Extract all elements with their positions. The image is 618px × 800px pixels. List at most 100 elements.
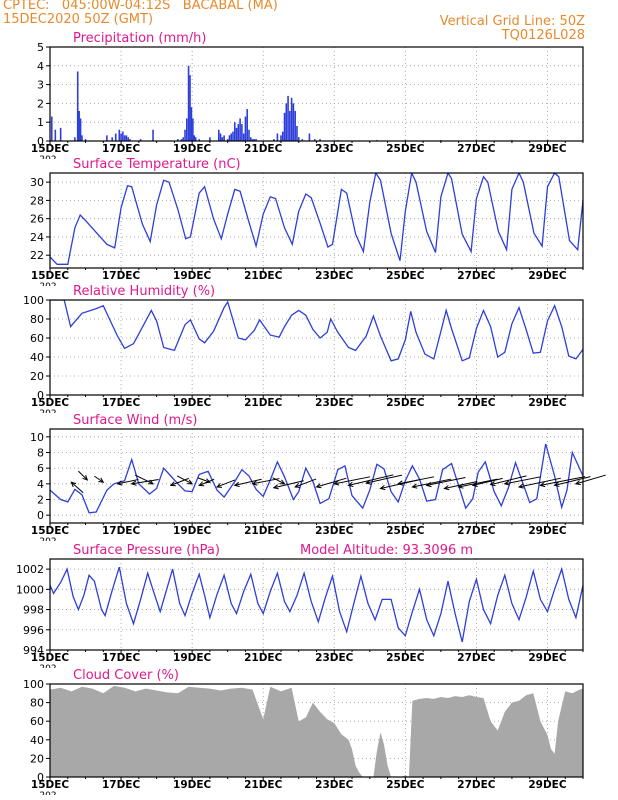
- precip-bar: [76, 71, 79, 141]
- precip-bar: [114, 133, 117, 141]
- wind-arrow-head: [187, 479, 194, 485]
- precip-xtick-label: 15DEC: [31, 143, 70, 155]
- temp-xtick-label: 21DEC: [244, 270, 283, 282]
- precip-bar: [50, 116, 53, 141]
- precip-bar: [106, 135, 108, 141]
- wind-arrow: [216, 479, 236, 488]
- cloud-xtick-label: 27DEC: [457, 779, 496, 791]
- temp-xtick-label: 15DEC: [31, 270, 70, 282]
- wind-arrow-head: [503, 480, 510, 486]
- wind-arrow-head: [233, 481, 240, 488]
- precip-bar: [182, 137, 185, 141]
- precip-bar: [230, 133, 233, 141]
- wind-arrow-head: [411, 483, 418, 489]
- wind-arrow: [316, 477, 347, 488]
- precip-bar: [287, 95, 289, 141]
- precip-bar: [111, 137, 113, 141]
- rh-ytick-label: 80: [30, 313, 44, 326]
- temp-title: Surface Temperature (nC): [73, 157, 241, 172]
- precip-bar: [217, 129, 220, 141]
- precip-bar: [308, 133, 311, 141]
- precip-bar: [242, 133, 245, 141]
- rh-ytick-label: 0: [37, 389, 44, 402]
- wind-year-label: 202: [39, 537, 56, 547]
- wind-line: [50, 443, 583, 514]
- precip-bar: [249, 137, 252, 141]
- pres-line: [50, 566, 583, 643]
- cloud-ytick-label: 20: [30, 752, 44, 765]
- wind-arrow-head: [82, 475, 89, 481]
- wind-arrow: [398, 476, 435, 485]
- precip-bar: [59, 127, 62, 141]
- wind-arrow-head: [347, 481, 354, 487]
- wind-arrow: [518, 477, 561, 488]
- precip-bar: [235, 127, 238, 141]
- header-grid-note: Vertical Grid Line: 50Z: [439, 14, 585, 29]
- pres-xtick-label: 23DEC: [315, 652, 354, 664]
- wind-ytick-label: 10: [30, 431, 44, 444]
- precip-bar: [283, 112, 286, 141]
- cloud-ytick-label: 80: [30, 697, 44, 710]
- temp-xtick-label: 25DEC: [386, 270, 425, 282]
- header-model-id: TQ0126L028: [501, 28, 585, 43]
- wind-arrow-head: [379, 485, 386, 491]
- precip-year-label: 202: [39, 155, 56, 165]
- precip-bar: [273, 139, 275, 141]
- wind-frame: [49, 428, 584, 524]
- wind-arrow-head: [365, 479, 372, 485]
- precip-bar: [313, 139, 316, 141]
- pres-year-label: 202: [39, 664, 56, 674]
- precip-bar: [297, 137, 300, 141]
- precip-bar: [251, 139, 254, 141]
- rh-ytick-label: 60: [30, 332, 44, 345]
- precip-bar: [122, 131, 124, 141]
- wind-arrow-head: [294, 482, 301, 488]
- wind-arrow-head: [251, 480, 258, 486]
- wind-arrow-head: [333, 480, 340, 486]
- wind-arrow: [94, 475, 104, 483]
- precip-bar: [219, 133, 222, 141]
- precip-bar: [289, 110, 291, 141]
- precip-bar: [296, 125, 298, 141]
- precip-bar: [232, 131, 234, 141]
- temp-ytick-label: 28: [30, 194, 44, 207]
- pres-xtick-label: 17DEC: [102, 652, 141, 664]
- precip-bar: [152, 129, 154, 141]
- wind-arrow: [426, 477, 466, 486]
- wind-arrow: [575, 474, 606, 485]
- precip-bar: [192, 118, 194, 141]
- precip-bar: [301, 139, 304, 141]
- wind-arrow-head: [169, 481, 176, 487]
- panel-rh: Relative Humidity (%) 0 20 40 60 80 100 15DEC 17…: [23, 284, 584, 413]
- precip-xtick-label: 27DEC: [457, 143, 496, 155]
- cloud-xtick-label: 25DEC: [386, 779, 425, 791]
- precip-bar: [209, 137, 211, 141]
- precip-bar: [246, 109, 249, 141]
- wind-title: Surface Wind (m/s): [73, 413, 197, 428]
- wind-arrow-head: [425, 481, 432, 488]
- wind-xtick-label: 29DEC: [528, 525, 567, 537]
- pres-title: Surface Pressure (hPa): [73, 543, 220, 558]
- precip-bar: [194, 137, 197, 141]
- rh-xtick-label: 27DEC: [457, 397, 496, 409]
- wind-arrow: [170, 477, 189, 486]
- cloud-ytick-label: 60: [30, 715, 44, 728]
- wind-ytick-label: 0: [37, 509, 44, 522]
- cloud-ytick-label: 100: [23, 678, 44, 691]
- precip-bar: [228, 135, 231, 141]
- precip-bar: [78, 110, 80, 141]
- wind-arrow-head: [98, 477, 105, 483]
- wind-arrow-head: [315, 483, 322, 489]
- wind-arrow: [272, 477, 285, 485]
- precip-bar: [294, 110, 296, 141]
- precip-frame: [49, 46, 584, 142]
- precip-bar: [189, 75, 191, 141]
- cloud-area: [50, 685, 583, 777]
- wind-arrow: [490, 475, 527, 486]
- wind-arrow-head: [517, 483, 525, 489]
- header-datetime: 15DEC2020 50Z (GMT): [3, 12, 154, 27]
- panel-temp: Surface Temperature (nC) 22 24 26 28 30 15DEC 1…: [30, 157, 584, 286]
- rh-ytick-label: 100: [23, 294, 44, 307]
- precip-bar: [223, 135, 225, 141]
- precip-xtick-label: 29DEC: [528, 143, 567, 155]
